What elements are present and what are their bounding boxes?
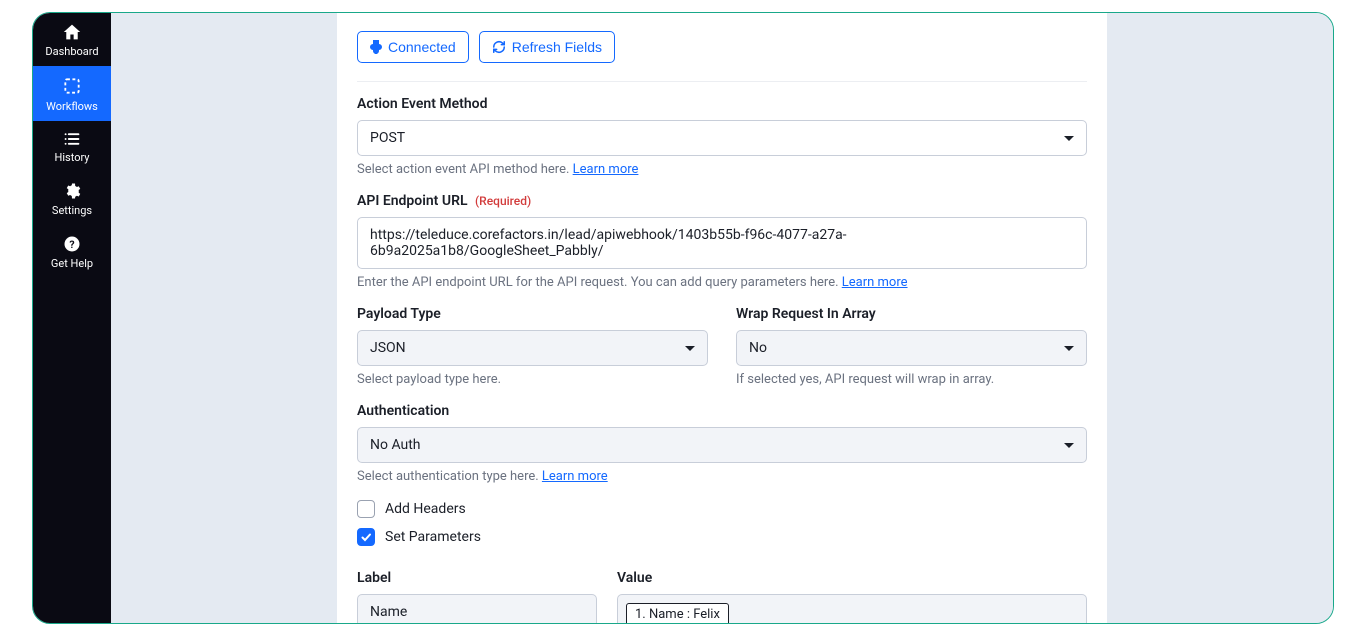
sidebar-item-label: Dashboard (45, 45, 98, 58)
chevron-down-icon (685, 346, 695, 351)
wrap-array-label: Wrap Request In Array (736, 306, 1087, 322)
sidebar-item-label: Settings (52, 204, 92, 217)
payload-type-select[interactable]: JSON (357, 330, 708, 366)
content-area: Connected Refresh Fields Action Event Me… (111, 13, 1333, 623)
endpoint-input[interactable]: https://teleduce.corefactors.in/lead/api… (357, 217, 1087, 269)
param-label-header: Label (357, 570, 597, 586)
authentication-helper: Select authentication type here. Learn m… (357, 469, 1087, 484)
divider (357, 81, 1087, 82)
sidebar-item-label: Get Help (51, 257, 93, 270)
param-value-header: Value (617, 570, 1087, 586)
sidebar-item-history[interactable]: History (33, 121, 111, 172)
wrap-array-helper: If selected yes, API request will wrap i… (736, 372, 1087, 387)
param-value-pill: 1. Name : Felix (626, 603, 729, 625)
endpoint-helper: Enter the API endpoint URL for the API r… (357, 275, 1087, 290)
set-parameters-checkbox[interactable] (357, 528, 375, 546)
authentication-select[interactable]: No Auth (357, 427, 1087, 463)
gear-icon (63, 182, 81, 200)
authentication-label: Authentication (357, 403, 1087, 419)
param-label-input[interactable]: Name (357, 594, 597, 624)
payload-type-value: JSON (370, 340, 406, 356)
connected-button-label: Connected (388, 39, 456, 55)
endpoint-value: https://teleduce.corefactors.in/lead/api… (370, 227, 847, 259)
home-icon (62, 23, 82, 41)
config-panel: Connected Refresh Fields Action Event Me… (337, 13, 1107, 623)
action-method-helper: Select action event API method here. Lea… (357, 162, 1087, 177)
chevron-down-icon (1064, 136, 1074, 141)
payload-type-helper: Select payload type here. (357, 372, 708, 387)
help-icon: ? (63, 235, 81, 253)
wrap-array-select[interactable]: No (736, 330, 1087, 366)
required-badge: (Required) (475, 194, 531, 208)
plug-icon (370, 40, 382, 54)
chevron-down-icon (1064, 443, 1074, 448)
authentication-value: No Auth (370, 437, 421, 453)
set-parameters-label: Set Parameters (385, 529, 481, 545)
add-headers-checkbox[interactable] (357, 500, 375, 518)
sidebar-item-get-help[interactable]: ? Get Help (33, 225, 111, 278)
refresh-icon (492, 40, 506, 54)
sidebar: Dashboard Workflows History Settings ? G… (33, 13, 111, 623)
sidebar-item-dashboard[interactable]: Dashboard (33, 13, 111, 66)
learn-more-link[interactable]: Learn more (573, 162, 639, 177)
sidebar-item-label: Workflows (46, 100, 98, 113)
learn-more-link[interactable]: Learn more (842, 275, 908, 290)
action-method-select[interactable]: POST (357, 120, 1087, 156)
workflow-icon (62, 76, 82, 96)
learn-more-link[interactable]: Learn more (542, 469, 608, 484)
connected-button[interactable]: Connected (357, 31, 469, 63)
action-method-label: Action Event Method (357, 96, 1087, 112)
refresh-fields-button-label: Refresh Fields (512, 39, 602, 55)
svg-text:?: ? (69, 238, 74, 251)
refresh-fields-button[interactable]: Refresh Fields (479, 31, 615, 63)
sidebar-item-settings[interactable]: Settings (33, 172, 111, 225)
param-value-input[interactable]: 1. Name : Felix (617, 594, 1087, 624)
wrap-array-value: No (749, 340, 767, 356)
sidebar-item-workflows[interactable]: Workflows (33, 66, 111, 121)
sidebar-item-label: History (55, 151, 90, 164)
add-headers-label: Add Headers (385, 501, 466, 517)
endpoint-label: API Endpoint URL (Required) (357, 193, 1087, 209)
history-icon (62, 131, 82, 147)
chevron-down-icon (1064, 346, 1074, 351)
action-method-value: POST (370, 130, 405, 146)
payload-type-label: Payload Type (357, 306, 708, 322)
